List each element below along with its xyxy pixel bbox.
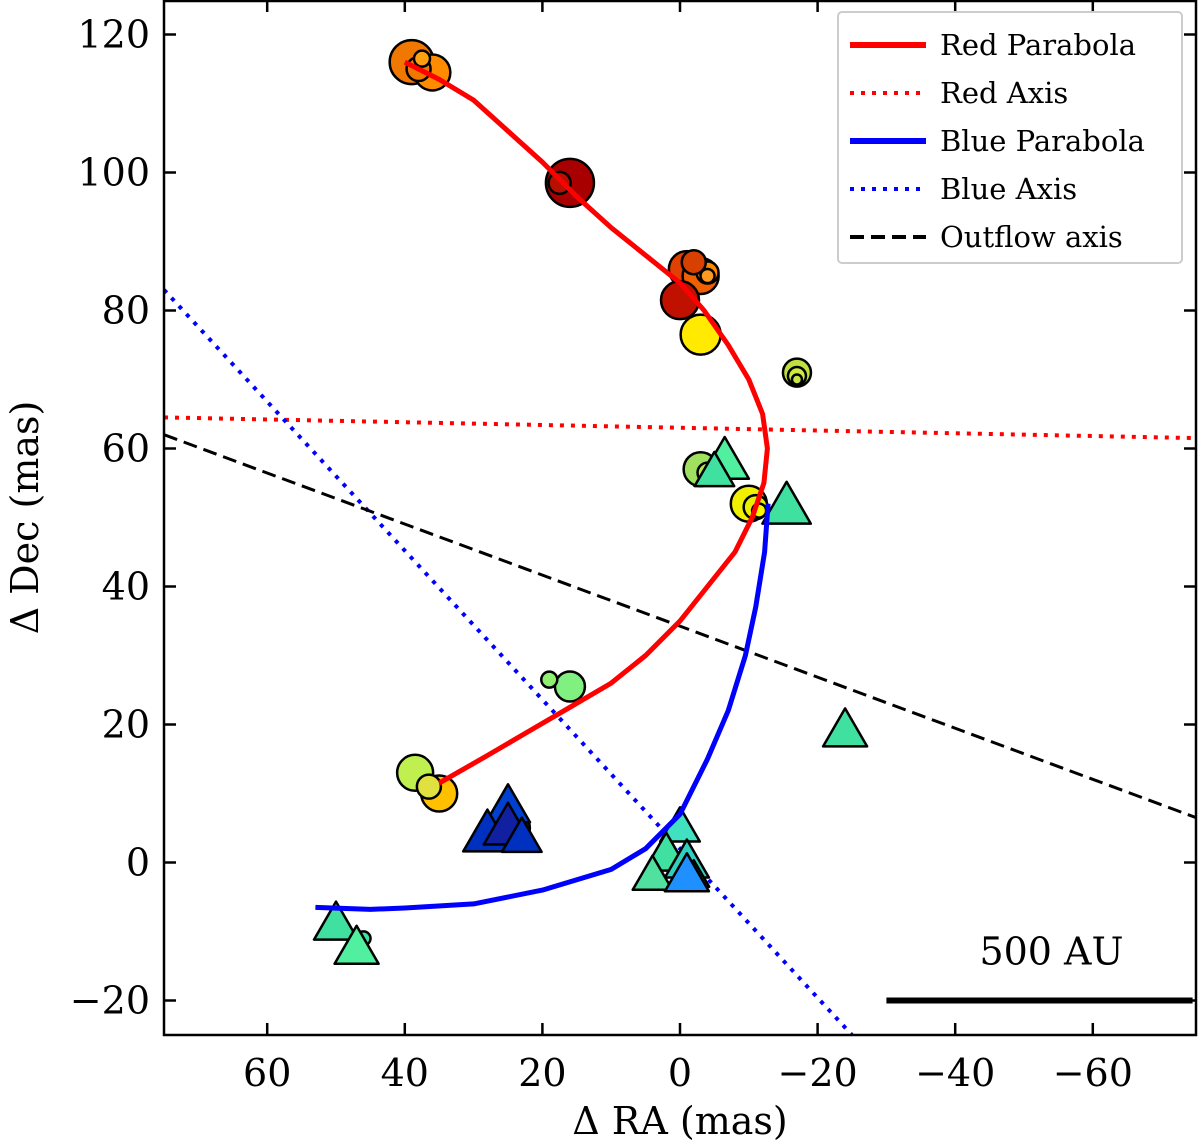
legend-label-3: Blue Axis [940, 172, 1077, 206]
circle-marker-3 [412, 49, 432, 68]
x-tick-label: −40 [915, 1051, 995, 1095]
triangle-marker-13 [663, 852, 711, 893]
scale-bar-group: 500 AU [886, 930, 1193, 1004]
y-tick-label: 60 [102, 427, 150, 471]
circle-marker-25 [415, 773, 443, 800]
circle-marker-10 [680, 248, 708, 276]
x-tick-label: −20 [777, 1051, 857, 1095]
y-tick-label: 120 [77, 13, 150, 57]
red-axis-line [164, 415, 1196, 441]
x-tick-label: 40 [381, 1051, 429, 1095]
triangle-marker-11 [631, 854, 674, 892]
triangle-marker-14 [312, 900, 360, 941]
red-parabola-line [403, 59, 770, 786]
circle-marker-12 [679, 313, 722, 356]
circle-marker-22 [540, 670, 559, 689]
y-tick-label: 20 [102, 703, 150, 747]
y-tick-label: 0 [126, 841, 150, 885]
legend-label-0: Red Parabola [940, 28, 1136, 62]
legend-label-2: Blue Parabola [940, 124, 1145, 158]
x-axis-label: Δ RA (mas) [572, 1099, 788, 1143]
triangle-marker-3 [821, 707, 869, 748]
circle-marker-9 [699, 267, 716, 285]
circle-marker-15 [790, 373, 804, 386]
x-tick-label: 20 [518, 1051, 566, 1095]
legend: Red Parabola Red Axis Blue Parabola Blue Ax… [837, 11, 1183, 264]
triangle-marker-2 [761, 480, 813, 525]
x-tick-label: −60 [1053, 1051, 1133, 1095]
legend-box [837, 11, 1183, 264]
axis-ticks: 60 40 20 0 −20 −40 −60 120 100 80 60 40 20 0 −20 [70, 0, 1196, 1095]
y-tick-label: 100 [77, 151, 150, 195]
scale-bar-label: 500 AU [979, 930, 1123, 974]
triangle-marker-1 [693, 450, 736, 488]
x-tick-label: 60 [243, 1051, 291, 1095]
blue-parabola-line [315, 503, 771, 912]
circle-marker-21 [553, 670, 587, 703]
y-axis-label: Δ Dec (mas) [3, 401, 47, 635]
y-tick-label: −20 [70, 979, 150, 1023]
blue-axis-line [164, 288, 854, 1035]
triangle-marker-7 [500, 816, 543, 854]
x-tick-label: 0 [668, 1051, 692, 1095]
legend-label-4: Outflow axis [940, 220, 1123, 254]
data-layer [164, 38, 1196, 1035]
legend-label-1: Red Axis [940, 76, 1068, 110]
y-tick-label: 40 [102, 565, 150, 609]
y-tick-label: 80 [102, 289, 150, 333]
outflow-axis-line [164, 433, 1196, 820]
triangle-marker-15 [333, 924, 380, 966]
